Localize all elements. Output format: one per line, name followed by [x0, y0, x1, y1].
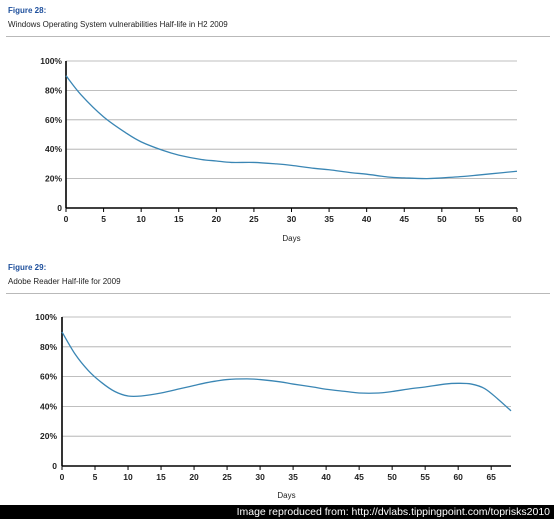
fig28-x-tick-label: 10: [136, 214, 146, 224]
fig28-x-tick-label: 5: [101, 214, 106, 224]
fig28-x-tick-label: 30: [287, 214, 297, 224]
fig28-x-tick-label: 45: [400, 214, 410, 224]
fig29-x-tick-label: 15: [156, 472, 166, 482]
fig28-y-tick-label: 20%: [45, 174, 62, 184]
fig28-y-tick-label: 80%: [45, 85, 62, 95]
figure-28-divider: [6, 36, 550, 37]
fig28-y-tick-label: 100%: [40, 56, 62, 66]
fig29-x-tick-label: 65: [486, 472, 496, 482]
fig29-y-tick-label: 60%: [40, 372, 57, 382]
figure-29-title: Adobe Reader Half-life for 2009: [8, 277, 121, 286]
figure-29-divider: [6, 293, 550, 294]
fig28-x-tick-label: 0: [64, 214, 69, 224]
fig28-x-tick-label: 25: [249, 214, 259, 224]
fig29-y-tick-label: 20%: [40, 431, 57, 441]
fig29-x-tick-label: 50: [387, 472, 397, 482]
figure-28-label: Figure 28:: [8, 6, 47, 15]
fig28-x-tick-label: 20: [212, 214, 222, 224]
figure-28-chart: 0 20% 40% 60% 80% 100% 0 5 10 15 20 25 30 35 40 45 50 55 6…: [40, 56, 522, 243]
fig28-y-tick-label: 0: [57, 203, 62, 213]
fig28-x-tick-label: 60: [512, 214, 522, 224]
fig29-x-tick-label: 45: [354, 472, 364, 482]
fig28-x-axis-label: Days: [282, 234, 300, 243]
figure-29-label: Figure 29:: [8, 263, 47, 272]
fig28-series-line: [65, 75, 518, 180]
fig29-x-tick-label: 5: [93, 472, 98, 482]
fig29-y-tick-label: 100%: [35, 312, 57, 322]
fig29-x-tick-label: 60: [453, 472, 463, 482]
figure-29-chart: 0 20% 40% 60% 80% 100% 0 5 10 15 20 25 30 35 40 45 50 55 6…: [35, 312, 512, 500]
figure-28-title: Windows Operating System vulnerabilities…: [8, 20, 228, 29]
fig28-y-tick-label: 60%: [45, 115, 62, 125]
fig29-x-axis-label: Days: [277, 491, 295, 500]
fig28-x-tick-label: 15: [174, 214, 184, 224]
fig29-x-tick-label: 10: [123, 472, 133, 482]
fig29-x-tick-label: 25: [222, 472, 232, 482]
fig28-x-tick-label: 40: [362, 214, 372, 224]
fig28-x-tick-label: 35: [324, 214, 334, 224]
source-footer: Image reproduced from: http://dvlabs.tip…: [0, 505, 554, 519]
fig28-x-tick-label: 50: [437, 214, 447, 224]
fig29-x-tick-label: 0: [60, 472, 65, 482]
fig29-y-tick-label: 80%: [40, 342, 57, 352]
fig29-x-tick-label: 40: [321, 472, 331, 482]
fig29-y-tick-label: 40%: [40, 401, 57, 411]
fig29-x-tick-label: 30: [255, 472, 265, 482]
fig29-x-tick-label: 35: [288, 472, 298, 482]
fig29-series-line: [61, 331, 512, 412]
fig29-x-tick-label: 20: [189, 472, 199, 482]
fig29-y-tick-label: 0: [52, 461, 57, 471]
fig28-x-tick-label: 55: [475, 214, 485, 224]
fig29-x-tick-label: 55: [420, 472, 430, 482]
fig28-y-tick-label: 40%: [45, 144, 62, 154]
